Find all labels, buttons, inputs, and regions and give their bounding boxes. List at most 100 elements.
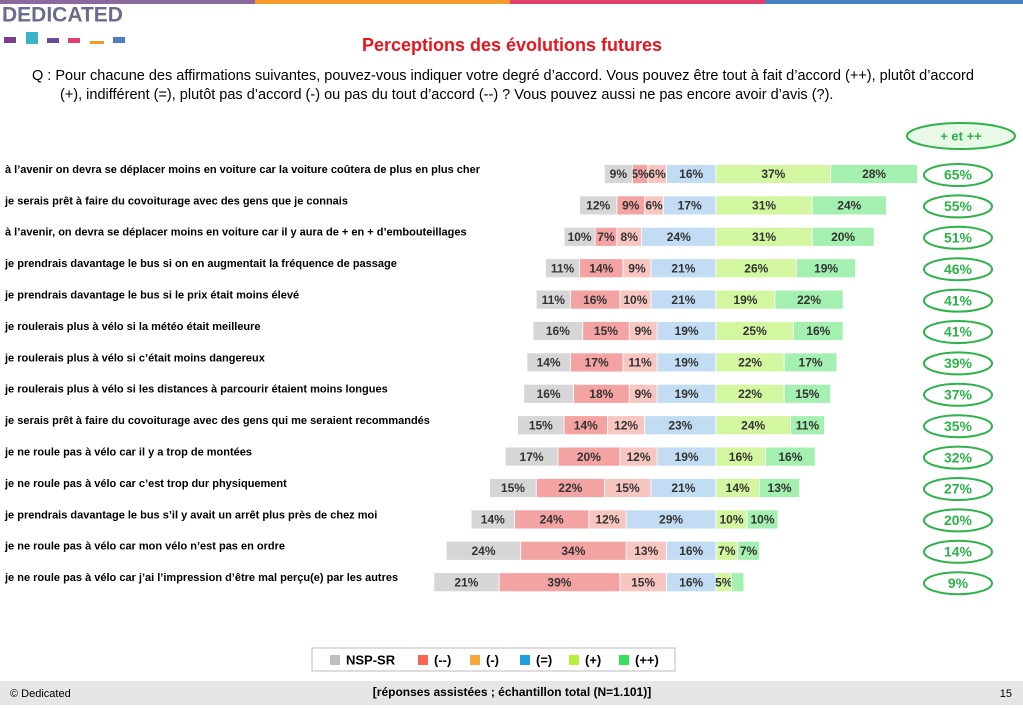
bar-segment	[731, 572, 745, 593]
legend-label: (-)	[486, 652, 499, 667]
bar-segment	[563, 226, 596, 247]
value-label: 11%	[542, 293, 566, 307]
legend-label: (++)	[635, 652, 659, 667]
logo-marks	[4, 32, 125, 44]
value-label: 31%	[752, 230, 776, 244]
bar-segment	[759, 478, 801, 498]
value-label: 17%	[678, 199, 702, 213]
value-label: 19%	[675, 324, 699, 338]
value-label: 12%	[626, 450, 650, 464]
value-label: 21%	[671, 261, 695, 275]
category-label: je prendrais davantage le bus si le prix…	[4, 290, 299, 302]
bar-segment	[579, 195, 618, 216]
top-stripe	[510, 0, 765, 4]
value-label: 22%	[558, 481, 582, 495]
bar-segment	[504, 446, 559, 467]
value-label: 13%	[634, 544, 658, 558]
value-label: 39%	[547, 575, 571, 589]
value-label: 15%	[616, 481, 640, 495]
value-label: 17%	[585, 356, 609, 370]
total-badge	[923, 382, 993, 407]
value-label: 23%	[668, 418, 692, 432]
total-label: 39%	[944, 355, 973, 371]
value-label: 28%	[862, 167, 886, 181]
total-badge	[923, 194, 993, 219]
bar-segment	[489, 478, 537, 498]
total-badge	[923, 539, 993, 564]
total-label: 65%	[944, 167, 973, 183]
value-label: 10%	[568, 230, 592, 244]
bar-segment	[433, 572, 500, 593]
total-label: 9%	[948, 575, 969, 591]
value-label: 34%	[561, 544, 585, 558]
total-label: 14%	[944, 544, 973, 560]
bar-segment	[523, 383, 574, 404]
legend-box	[311, 647, 676, 672]
value-label: 7%	[597, 230, 615, 244]
total-label: 41%	[944, 292, 973, 308]
value-label: 22%	[738, 356, 762, 370]
value-label: 14%	[589, 261, 613, 275]
value-label: 19%	[814, 261, 838, 275]
top-stripe	[765, 0, 1023, 4]
value-label: 7%	[740, 544, 758, 558]
value-label: 20%	[831, 230, 855, 244]
value-label: 14%	[726, 481, 750, 495]
bar-segment	[532, 321, 584, 341]
value-label: 12%	[614, 418, 638, 432]
chart-title: Perceptions des évolutions futures	[362, 35, 662, 55]
category-label: à l’avenir on devra se déplacer moins en…	[5, 164, 481, 176]
total-label: 55%	[944, 198, 973, 214]
legend-swatch	[520, 655, 530, 665]
value-label: 5%	[631, 167, 649, 181]
total-badge	[923, 414, 993, 439]
bar-segment	[811, 195, 887, 216]
legend-label: NSP-SR	[346, 652, 396, 667]
value-label: 9%	[610, 167, 628, 181]
bar-segment	[811, 226, 875, 247]
logo: DEDICATED	[2, 4, 123, 27]
value-label: 12%	[595, 513, 619, 527]
value-label: 24%	[837, 199, 861, 213]
value-label: 12%	[586, 199, 610, 213]
value-label: 9%	[622, 199, 640, 213]
value-label: 16%	[778, 450, 802, 464]
value-label: 15%	[529, 418, 553, 432]
total-badge	[923, 163, 993, 187]
bar-segment	[746, 509, 779, 530]
value-label: 19%	[733, 293, 757, 307]
total-badge	[923, 571, 993, 596]
category-label: je roulerais plus à vélo si la météo éta…	[4, 321, 261, 333]
value-label: 31%	[752, 199, 776, 213]
value-label: 22%	[738, 387, 762, 401]
value-label: 16%	[537, 387, 561, 401]
legend-swatch	[330, 655, 340, 665]
value-label: 11%	[551, 261, 575, 275]
bar-segment	[796, 258, 856, 279]
value-label: 10%	[719, 513, 743, 527]
value-label: 9%	[634, 387, 652, 401]
question: Q : Pour chacune des affirmations suivan…	[32, 68, 974, 103]
top-stripe	[0, 0, 255, 4]
bar-segment	[790, 415, 825, 436]
category-label: je serais prêt à faire du covoiturage av…	[4, 195, 348, 207]
category-label: je ne roule pas à vélo car il y a trop d…	[4, 447, 252, 459]
value-label: 14%	[537, 356, 561, 370]
total-badge	[923, 477, 993, 501]
bar-segment	[793, 321, 844, 341]
value-label: 16%	[806, 324, 830, 338]
value-label: 9%	[634, 324, 652, 338]
value-label: 15%	[594, 324, 618, 338]
category-label: je ne roule pas à vélo car c’est trop du…	[4, 478, 287, 490]
category-label: je ne roule pas à vélo car j’ai l’impres…	[4, 572, 398, 584]
value-label: 14%	[481, 513, 505, 527]
total-badge	[923, 225, 993, 250]
total-label: 51%	[944, 230, 973, 246]
value-label: 24%	[741, 418, 765, 432]
value-label: 16%	[729, 450, 753, 464]
value-label: 6%	[648, 167, 666, 181]
total-header-badge	[906, 122, 1016, 150]
value-label: 29%	[659, 513, 683, 527]
total-label: 41%	[944, 324, 973, 340]
